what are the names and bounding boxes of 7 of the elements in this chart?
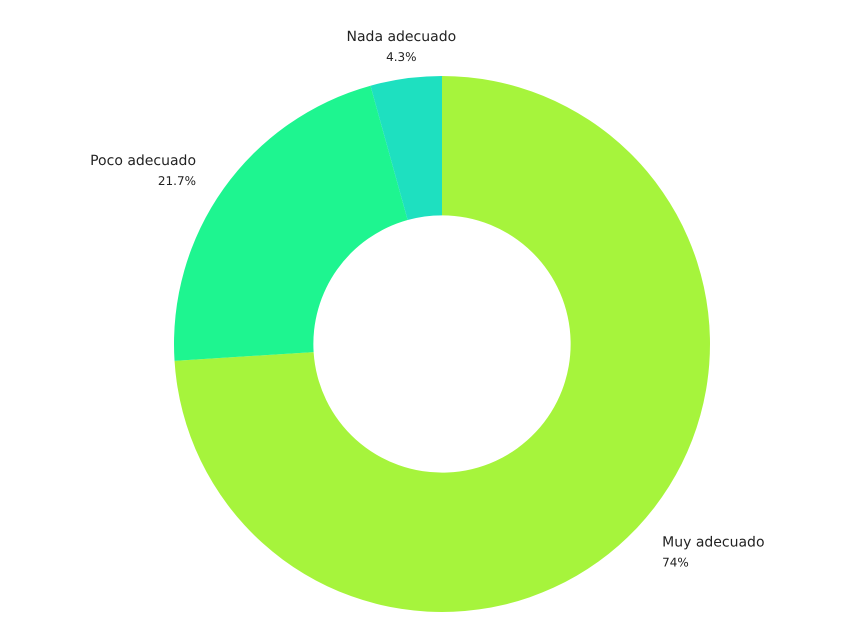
data-label: 4.3% (386, 50, 417, 64)
slice-label: Nada adecuado (346, 28, 456, 45)
donut-slice (370, 76, 442, 220)
data-label: 74% (662, 556, 689, 570)
data-label: 21.7% (158, 174, 196, 188)
slice-label: Muy adecuado (662, 534, 765, 551)
slice-label: Poco adecuado (90, 152, 196, 169)
